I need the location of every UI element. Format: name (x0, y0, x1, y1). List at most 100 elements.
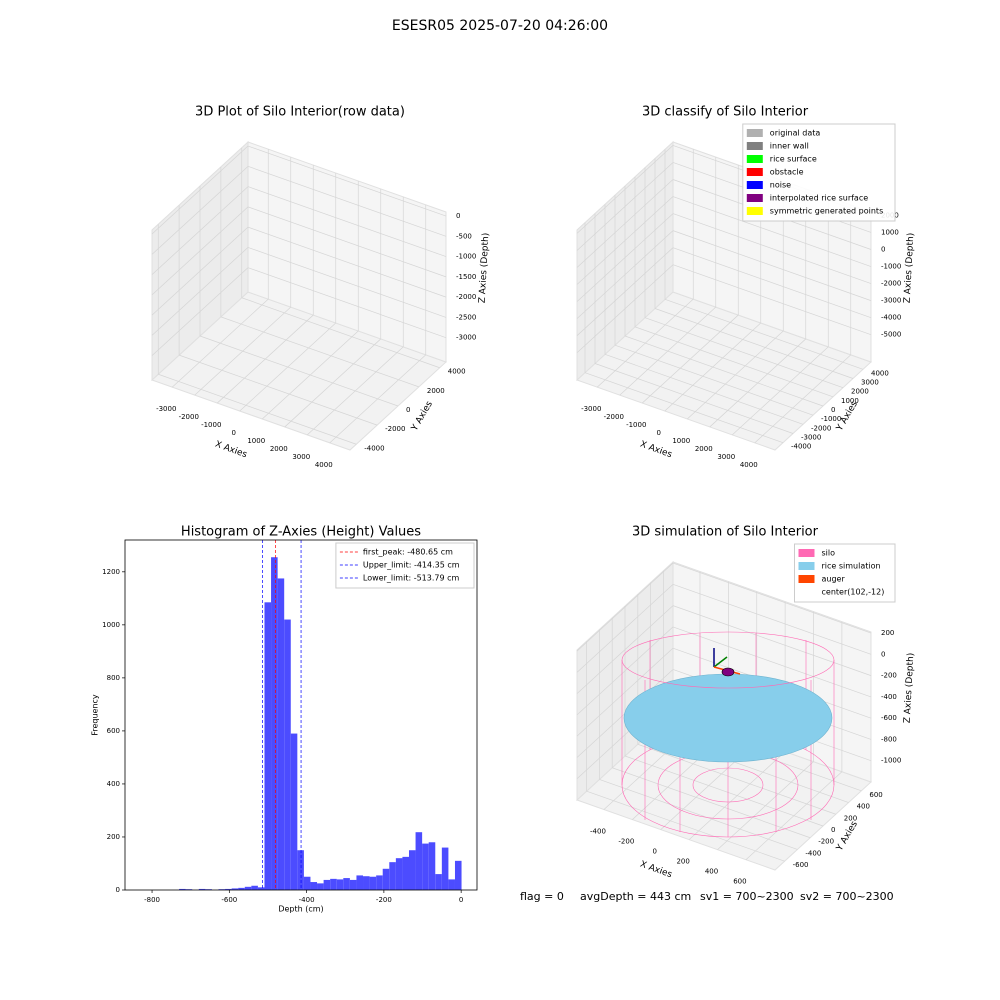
y-tick-label: 4000 (448, 368, 466, 376)
bar (238, 887, 245, 890)
x-tick-label: -2000 (179, 413, 199, 421)
panel-title: Histogram of Z-Axies (Height) Values (181, 525, 421, 540)
grid-line (672, 247, 872, 319)
footer-text: sv2 = 700~2300 (800, 890, 894, 903)
z-axis-label: Z Axies (Depth) (903, 233, 917, 304)
grid-line (576, 584, 674, 673)
z-axis-label: Z Axies (Depth) (478, 233, 492, 304)
grid-line (151, 145, 249, 235)
y-tick-label: 600 (869, 791, 882, 799)
z-tick-label: -500 (456, 232, 472, 240)
bar (389, 862, 396, 890)
y-tick-label: -4000 (791, 443, 811, 451)
y-tick-label: -1000 (821, 415, 841, 423)
grid-line (576, 179, 674, 268)
y-tick-label: 200 (107, 833, 120, 841)
grid-line (594, 363, 794, 434)
grid-line (241, 297, 440, 369)
y-tick-label: 0 (116, 886, 120, 894)
x-tick-label: -200 (618, 838, 634, 846)
legend-box (742, 123, 896, 222)
y-tick-label: 1200 (102, 568, 120, 576)
grid-line (586, 790, 785, 862)
grid-line (247, 186, 447, 257)
bar (297, 850, 304, 890)
x-tick-label: 2000 (270, 445, 288, 453)
bar (376, 875, 383, 890)
legend-label: original data (770, 129, 821, 138)
grid-line (637, 743, 836, 815)
bar (271, 557, 278, 890)
x-tick-label: 400 (705, 868, 718, 876)
grid-line (247, 247, 447, 318)
z-tick-label: -400 (881, 693, 897, 701)
x-tick-label: -200 (376, 896, 392, 904)
legend-label: rice surface (770, 155, 817, 164)
legend-label: noise (770, 181, 791, 190)
legend-label: Upper_limit: -414.35 cm (363, 561, 460, 570)
y-tick-label: -2000 (385, 425, 405, 433)
x-tick-label: 4000 (740, 461, 758, 469)
y-tick-label: 1000 (841, 397, 859, 405)
center-marker (721, 667, 735, 677)
bar (428, 842, 436, 890)
grid-line (604, 354, 804, 425)
bar (310, 882, 318, 890)
auger-axis (713, 656, 728, 668)
footer-text: avgDepth = 443 cm (580, 890, 691, 903)
grid-line (644, 317, 844, 388)
bar (290, 733, 298, 890)
z-tick-label: -1000 (456, 253, 476, 261)
bar (349, 879, 357, 890)
grid-line (672, 605, 872, 676)
z-axis-label: Z Axies (Depth) (903, 653, 917, 724)
x-tick-label: -600 (221, 896, 237, 904)
bar (448, 879, 455, 890)
grid-line (634, 326, 834, 398)
legend-patch (798, 549, 815, 557)
grid-line (576, 196, 674, 285)
grid-line (576, 145, 674, 234)
y-tick-label: 0 (831, 406, 835, 414)
x-tick-label: 3000 (292, 453, 310, 461)
x-tick-label: -400 (299, 896, 315, 904)
x-tick-label: 0 (657, 429, 661, 437)
legend-label: center(102,-12) (822, 588, 885, 597)
grid-line (672, 196, 872, 267)
z-tick-label: 0 (881, 650, 885, 658)
grid-line (151, 247, 249, 336)
legend-label: silo (822, 549, 836, 558)
x-tick-label: 0 (653, 848, 657, 856)
footer-text: sv1 = 700~2300 (700, 890, 794, 903)
grid-line (247, 267, 447, 339)
grid-line (576, 605, 674, 694)
legend-label: first_peak: -480.65 cm (363, 548, 453, 557)
pane (247, 141, 447, 363)
z-tick-label: 1000 (881, 228, 899, 236)
bar (343, 878, 350, 890)
z-tick-label: 200 (881, 629, 894, 637)
legend-label: symmetric generated points (770, 207, 883, 216)
z-tick-label: -1000 (881, 263, 901, 271)
legend-label: inner wall (770, 142, 809, 151)
bar (363, 876, 370, 890)
grid-line (220, 316, 419, 388)
grid-line (624, 755, 824, 827)
grid-line (199, 335, 399, 407)
legend-patch (746, 155, 763, 163)
footer-text: flag = 0 (520, 890, 564, 903)
bar (408, 850, 416, 890)
legend-label: obstacle (770, 168, 804, 177)
grid-line (576, 562, 674, 652)
grid-line (247, 165, 447, 237)
bar (369, 876, 377, 890)
grid-line (151, 206, 249, 296)
x-tick-label: 0 (232, 429, 236, 437)
x-tick-label: 1000 (247, 437, 265, 445)
legend-patch (798, 562, 815, 570)
bar (244, 886, 252, 890)
grid-line (576, 230, 674, 319)
z-tick-label: -4000 (881, 314, 901, 322)
z-tick-label: 0 (881, 246, 885, 254)
